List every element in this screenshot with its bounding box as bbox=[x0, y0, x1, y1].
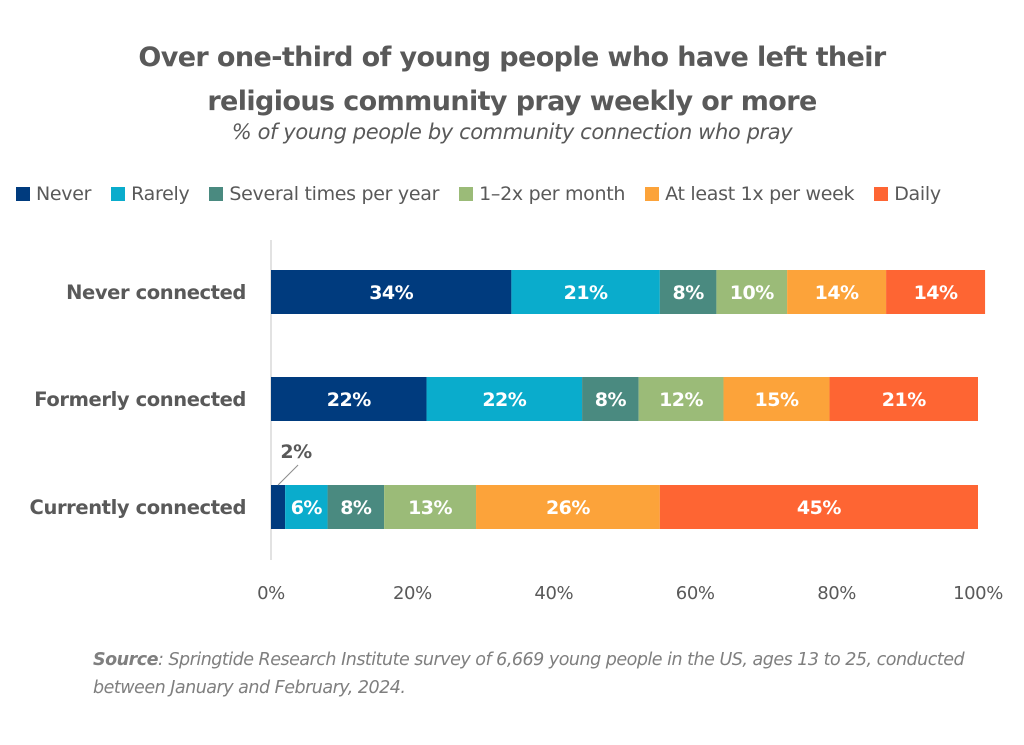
data-label: 12% bbox=[659, 389, 703, 411]
legend-label: At least 1x per week bbox=[665, 183, 855, 205]
legend-swatch bbox=[16, 187, 30, 201]
bar-segment bbox=[285, 485, 328, 529]
data-label: 14% bbox=[815, 282, 859, 304]
legend-item: Daily bbox=[874, 183, 941, 205]
x-tick-label: 40% bbox=[534, 583, 573, 604]
bar-segment bbox=[659, 270, 717, 314]
category-label: Formerly connected bbox=[34, 388, 246, 411]
data-label: 22% bbox=[327, 389, 371, 411]
legend-swatch bbox=[459, 187, 474, 201]
legend-item: Rarely bbox=[111, 183, 190, 205]
bar-segment bbox=[271, 270, 512, 314]
chart-title-line-1: Over one-third of young people who have … bbox=[138, 42, 886, 73]
bar-segment bbox=[327, 485, 385, 529]
data-label: 8% bbox=[595, 389, 627, 411]
data-label: 10% bbox=[730, 282, 774, 304]
callout-leader-line bbox=[277, 464, 299, 486]
bar-segment bbox=[716, 270, 788, 314]
bar-segment bbox=[476, 485, 660, 529]
bar-segment bbox=[723, 377, 830, 421]
legend-swatch bbox=[645, 187, 660, 201]
data-label: 21% bbox=[564, 282, 608, 304]
data-label: 15% bbox=[755, 389, 799, 411]
data-label: 14% bbox=[914, 282, 958, 304]
bar-segment bbox=[829, 377, 978, 421]
x-tick-label: 60% bbox=[676, 583, 715, 604]
bar-segment bbox=[384, 485, 477, 529]
data-label: 22% bbox=[482, 389, 526, 411]
x-tick-label: 0% bbox=[257, 583, 285, 604]
data-label: 8% bbox=[672, 282, 704, 304]
data-label: 6% bbox=[291, 497, 323, 519]
x-tick-label: 80% bbox=[817, 583, 856, 604]
data-label: 13% bbox=[408, 497, 452, 519]
legend-swatch bbox=[874, 187, 889, 201]
bar-segment bbox=[271, 377, 427, 421]
legend-swatch bbox=[209, 187, 224, 201]
category-label: Currently connected bbox=[30, 496, 246, 519]
source-label: Source bbox=[93, 650, 158, 670]
legend-item: At least 1x per week bbox=[645, 183, 855, 205]
legend-label: Rarely bbox=[131, 183, 190, 205]
bar-segment bbox=[582, 377, 639, 421]
bar-segment bbox=[271, 485, 286, 529]
source-note: Source: Springtide Research Institute su… bbox=[93, 646, 993, 702]
x-tick-label: 100% bbox=[953, 583, 1003, 604]
bar-segment bbox=[638, 377, 724, 421]
category-label: Never connected bbox=[66, 281, 246, 304]
legend-label: 1–2x per month bbox=[479, 183, 626, 205]
legend-label: Several times per year bbox=[229, 183, 440, 205]
chart-title: Over one-third of young people who have … bbox=[0, 36, 1024, 124]
legend-item: 1–2x per month bbox=[459, 183, 625, 205]
callout-data-label: 2% bbox=[280, 441, 312, 463]
legend-label: Never bbox=[36, 183, 92, 205]
chart-title-line-2: religious community pray weekly or more bbox=[207, 86, 817, 117]
data-label: 45% bbox=[797, 497, 841, 519]
bar-segment bbox=[787, 270, 887, 314]
legend-swatch bbox=[111, 187, 126, 201]
data-label: 26% bbox=[546, 497, 590, 519]
legend-label: Daily bbox=[894, 183, 941, 205]
bar-segment bbox=[426, 377, 583, 421]
bar-segment bbox=[659, 485, 978, 529]
legend-item: Several times per year bbox=[209, 183, 439, 205]
bar-segment bbox=[511, 270, 660, 314]
data-label: 21% bbox=[882, 389, 926, 411]
source-text: : Springtide Research Institute survey o… bbox=[93, 650, 965, 698]
x-tick-label: 20% bbox=[393, 583, 432, 604]
bar-segment bbox=[886, 270, 986, 314]
chart-subtitle: % of young people by community connectio… bbox=[231, 120, 793, 144]
legend: Never Rarely Several times per year 1–2x pe… bbox=[16, 183, 941, 205]
legend-item: Never bbox=[16, 183, 91, 205]
data-label: 8% bbox=[340, 497, 372, 519]
data-label: 34% bbox=[369, 282, 413, 304]
